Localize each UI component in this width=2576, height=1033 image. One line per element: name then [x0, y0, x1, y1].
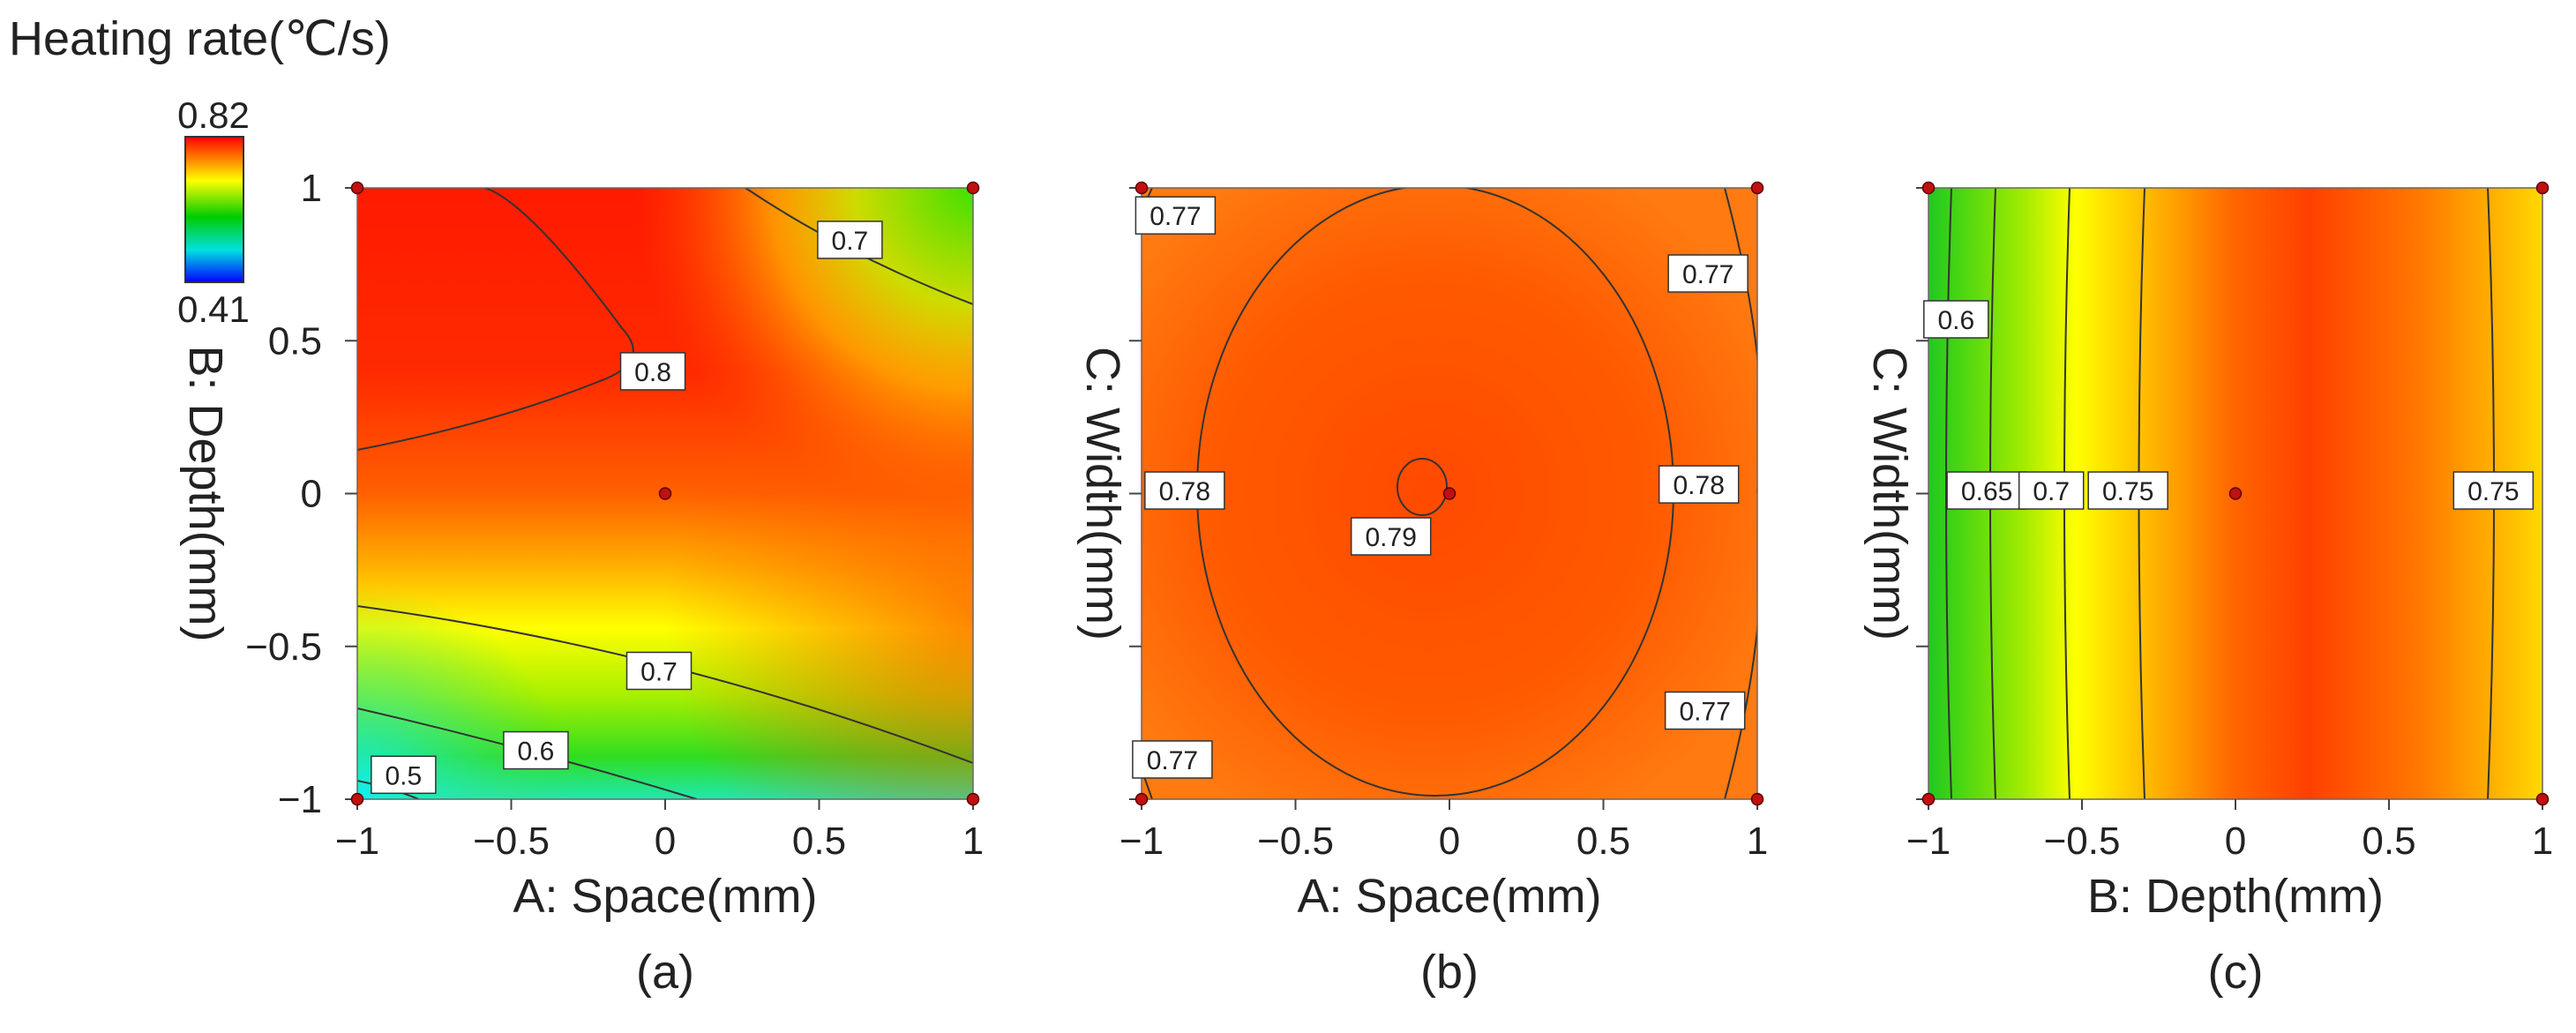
y-tick-label: 1	[301, 167, 322, 210]
contour-label: 0.8	[634, 358, 671, 387]
chart-marks: −1 −0.5 0 0.5 1 −1 −0.5 0 0.5 1 A: Space(mm) B: Dep…	[179, 167, 2553, 999]
x-tick-label: −1	[1906, 820, 1951, 863]
x-tick-label: −0.5	[1257, 820, 1334, 863]
y-axis-label: B: Depth(mm)	[179, 345, 232, 641]
contour-label: 0.77	[1682, 260, 1734, 289]
contour-label-box	[1132, 740, 1213, 779]
contour-label: 0.78	[1159, 477, 1210, 506]
x-tick-label: 0.5	[1576, 820, 1630, 863]
contour-label: 0.6	[518, 737, 555, 767]
design-point	[1750, 181, 1764, 195]
panel-caption: (c)	[2208, 946, 2264, 999]
x-axis-label: A: Space(mm)	[513, 870, 817, 923]
contour-label-box	[503, 730, 569, 770]
contour-label-box	[1667, 254, 1749, 293]
design-point	[1134, 181, 1149, 195]
contour-label: 0.77	[1147, 746, 1198, 775]
contour-label: 0.65	[1961, 477, 2012, 506]
contour-label-box	[371, 755, 437, 795]
x-tick-label: 0	[655, 820, 676, 863]
contour-label-box	[2018, 471, 2085, 510]
y-axis-label: C: Width(mm)	[1076, 347, 1129, 640]
y-axis-label: C: Width(mm)	[1863, 347, 1916, 640]
x-axis-label: A: Space(mm)	[1297, 870, 1601, 923]
contour-label-box	[625, 651, 693, 691]
y-tick-label: 0.5	[268, 319, 322, 363]
contour-label: 0.77	[1679, 698, 1730, 727]
design-point	[2535, 792, 2550, 806]
y-tick-label: −1	[278, 778, 322, 821]
x-tick-label: 0	[1439, 820, 1460, 863]
panel-3-marks: −1 −0.5 0 0.5 1 B: Depth(mm) C: Width(mm) (c) 0.…	[1863, 181, 2553, 999]
contour-label: 0.7	[640, 657, 678, 686]
x-tick-label: −1	[335, 820, 379, 863]
figure-title: Heating rate(℃/s)	[9, 12, 391, 65]
contour-label: 0.6	[1937, 306, 1974, 335]
contour-label: 0.75	[2467, 477, 2519, 506]
colorbar: 0.82 0.41	[177, 94, 250, 330]
design-point	[2535, 181, 2550, 195]
y-tick-label: 0	[301, 473, 322, 516]
design-point	[1921, 792, 1936, 806]
colorbar-max-label: 0.82	[177, 94, 250, 136]
panel-1-marks: −1 −0.5 0 0.5 1 −1 −0.5 0 0.5 1 A: Space(mm) B: Dep…	[179, 167, 984, 999]
contour-label-box	[1144, 471, 1225, 510]
x-tick-label: −0.5	[2044, 820, 2121, 863]
x-tick-label: 1	[962, 820, 984, 863]
contour-label-box	[2452, 471, 2535, 510]
x-tick-label: 1	[2532, 820, 2553, 863]
x-tick-label: 0.5	[2362, 820, 2415, 863]
contour-label: 0.75	[2102, 477, 2153, 506]
colorbar-gradient	[184, 136, 244, 283]
contour-label: 0.5	[385, 761, 422, 790]
colorbar-min-label: 0.41	[177, 288, 250, 330]
design-point	[1442, 487, 1456, 500]
contour-label-box	[1946, 471, 2027, 510]
design-point	[1921, 181, 1936, 195]
contour-label: 0.7	[832, 227, 869, 256]
design-point	[966, 792, 980, 806]
contour-label-box	[619, 352, 686, 391]
x-tick-label: 1	[1747, 820, 1768, 863]
design-point	[2228, 487, 2243, 500]
contour-label-box	[1658, 465, 1740, 504]
panel-caption: (a)	[636, 946, 694, 999]
x-tick-label: 0	[2225, 820, 2246, 863]
panel-caption: (b)	[1420, 946, 1479, 999]
x-tick-label: −0.5	[473, 820, 550, 863]
x-tick-label: 0.5	[792, 820, 846, 863]
contour-line	[1397, 458, 1448, 516]
contour-label-box	[817, 221, 883, 259]
design-point	[1134, 792, 1149, 806]
design-point	[1750, 792, 1764, 806]
contour-line	[1945, 188, 1952, 799]
design-point	[966, 181, 980, 195]
design-point	[350, 792, 364, 806]
design-point	[350, 181, 364, 195]
y-tick-label: −0.5	[245, 625, 322, 669]
contour-label: 0.7	[2033, 477, 2070, 506]
contour-label: 0.78	[1673, 471, 1724, 500]
contour-label-box	[1664, 691, 1746, 730]
contour-label: 0.77	[1149, 202, 1201, 231]
contour-label-box	[1923, 300, 1989, 339]
contour-label: 0.79	[1365, 523, 1416, 552]
panel-2-marks: −1 −0.5 0 0.5 1 A: Space(mm) C: Width(mm) (b) 0.…	[1076, 181, 1768, 999]
design-point	[658, 487, 672, 500]
contour-label-box	[2087, 471, 2168, 510]
x-axis-label: B: Depth(mm)	[2087, 870, 2384, 923]
x-tick-label: −1	[1120, 820, 1164, 863]
contour-label-box	[1134, 196, 1217, 235]
contour-label-box	[1350, 517, 1432, 556]
